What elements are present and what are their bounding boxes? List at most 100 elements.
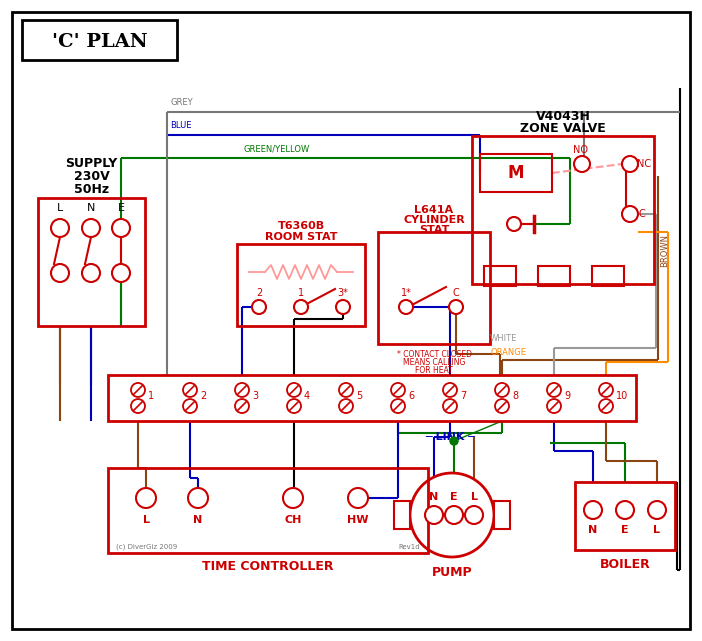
Circle shape <box>348 488 368 508</box>
Bar <box>472 136 654 284</box>
Bar <box>108 375 636 421</box>
Text: E: E <box>621 525 629 535</box>
Circle shape <box>547 399 561 413</box>
Text: SUPPLY: SUPPLY <box>65 156 118 169</box>
Circle shape <box>443 383 457 397</box>
Bar <box>237 244 365 326</box>
Text: (c) DiverGiz 2009: (c) DiverGiz 2009 <box>116 544 177 550</box>
Text: 10: 10 <box>616 391 628 401</box>
Circle shape <box>648 501 666 519</box>
Circle shape <box>235 399 249 413</box>
Text: 1*: 1* <box>401 288 411 298</box>
Circle shape <box>51 219 69 237</box>
Text: ─ LINK ─: ─ LINK ─ <box>425 432 475 442</box>
Circle shape <box>495 399 509 413</box>
Bar <box>378 232 490 344</box>
Circle shape <box>622 206 638 222</box>
Circle shape <box>574 156 590 172</box>
Text: L: L <box>57 203 63 213</box>
Bar <box>484 266 516 286</box>
Circle shape <box>336 300 350 314</box>
Text: 8: 8 <box>512 391 518 401</box>
Text: 'C' PLAN: 'C' PLAN <box>52 33 148 51</box>
Circle shape <box>131 399 145 413</box>
Circle shape <box>235 383 249 397</box>
Circle shape <box>449 300 463 314</box>
Circle shape <box>136 488 156 508</box>
Circle shape <box>399 300 413 314</box>
Text: WHITE: WHITE <box>490 334 517 343</box>
Text: C: C <box>453 288 459 298</box>
Bar <box>592 266 624 286</box>
Text: MEANS CALLING: MEANS CALLING <box>403 358 465 367</box>
Text: E: E <box>450 492 458 502</box>
Text: L: L <box>143 515 150 525</box>
Text: 3: 3 <box>252 391 258 401</box>
Text: 6: 6 <box>408 391 414 401</box>
Circle shape <box>391 383 405 397</box>
Circle shape <box>599 399 613 413</box>
Text: GREY: GREY <box>170 98 192 107</box>
Text: 7: 7 <box>460 391 466 401</box>
Bar <box>22 20 177 60</box>
Circle shape <box>599 383 613 397</box>
Text: ZONE VALVE: ZONE VALVE <box>520 122 606 135</box>
Text: FOR HEAT: FOR HEAT <box>415 366 453 375</box>
Circle shape <box>547 383 561 397</box>
Text: C: C <box>639 209 645 219</box>
Text: 9: 9 <box>564 391 570 401</box>
Circle shape <box>495 383 509 397</box>
Circle shape <box>183 399 197 413</box>
Text: N: N <box>430 492 439 502</box>
Circle shape <box>112 264 130 282</box>
Text: E: E <box>117 203 124 213</box>
Text: V4043H: V4043H <box>536 110 590 122</box>
Circle shape <box>450 437 458 445</box>
Text: CH: CH <box>284 515 302 525</box>
Circle shape <box>188 488 208 508</box>
Text: 50Hz: 50Hz <box>74 183 109 196</box>
Text: STAT: STAT <box>419 225 449 235</box>
Bar <box>575 482 675 550</box>
Circle shape <box>252 300 266 314</box>
Bar <box>538 266 570 286</box>
Text: Rev1d: Rev1d <box>398 544 420 550</box>
Text: TIME CONTROLLER: TIME CONTROLLER <box>202 560 333 574</box>
Bar <box>480 154 552 192</box>
Circle shape <box>339 399 353 413</box>
Circle shape <box>294 300 308 314</box>
Text: 2: 2 <box>200 391 206 401</box>
Circle shape <box>443 399 457 413</box>
Text: ROOM STAT: ROOM STAT <box>265 232 337 242</box>
Circle shape <box>445 506 463 524</box>
Circle shape <box>82 219 100 237</box>
Text: 4: 4 <box>304 391 310 401</box>
Text: ORANGE: ORANGE <box>490 348 526 357</box>
Bar <box>394 501 410 529</box>
Circle shape <box>287 383 301 397</box>
Text: 3*: 3* <box>338 288 348 298</box>
Circle shape <box>131 383 145 397</box>
Circle shape <box>391 399 405 413</box>
Text: L: L <box>654 525 661 535</box>
Text: T6360B: T6360B <box>277 221 324 231</box>
Text: NO: NO <box>573 145 588 155</box>
Text: BLUE: BLUE <box>170 121 192 130</box>
Text: N: N <box>193 515 203 525</box>
Text: 230V: 230V <box>74 169 110 183</box>
Text: 1: 1 <box>298 288 304 298</box>
Circle shape <box>283 488 303 508</box>
Circle shape <box>507 217 521 231</box>
Text: BOILER: BOILER <box>600 558 650 570</box>
Circle shape <box>51 264 69 282</box>
Circle shape <box>410 473 494 557</box>
Bar <box>108 468 428 553</box>
Text: HW: HW <box>347 515 369 525</box>
Circle shape <box>82 264 100 282</box>
Circle shape <box>622 156 638 172</box>
Text: 1: 1 <box>148 391 154 401</box>
Text: CYLINDER: CYLINDER <box>403 215 465 225</box>
Text: * CONTACT CLOSED: * CONTACT CLOSED <box>397 350 472 359</box>
Bar <box>494 501 510 529</box>
Text: 5: 5 <box>356 391 362 401</box>
